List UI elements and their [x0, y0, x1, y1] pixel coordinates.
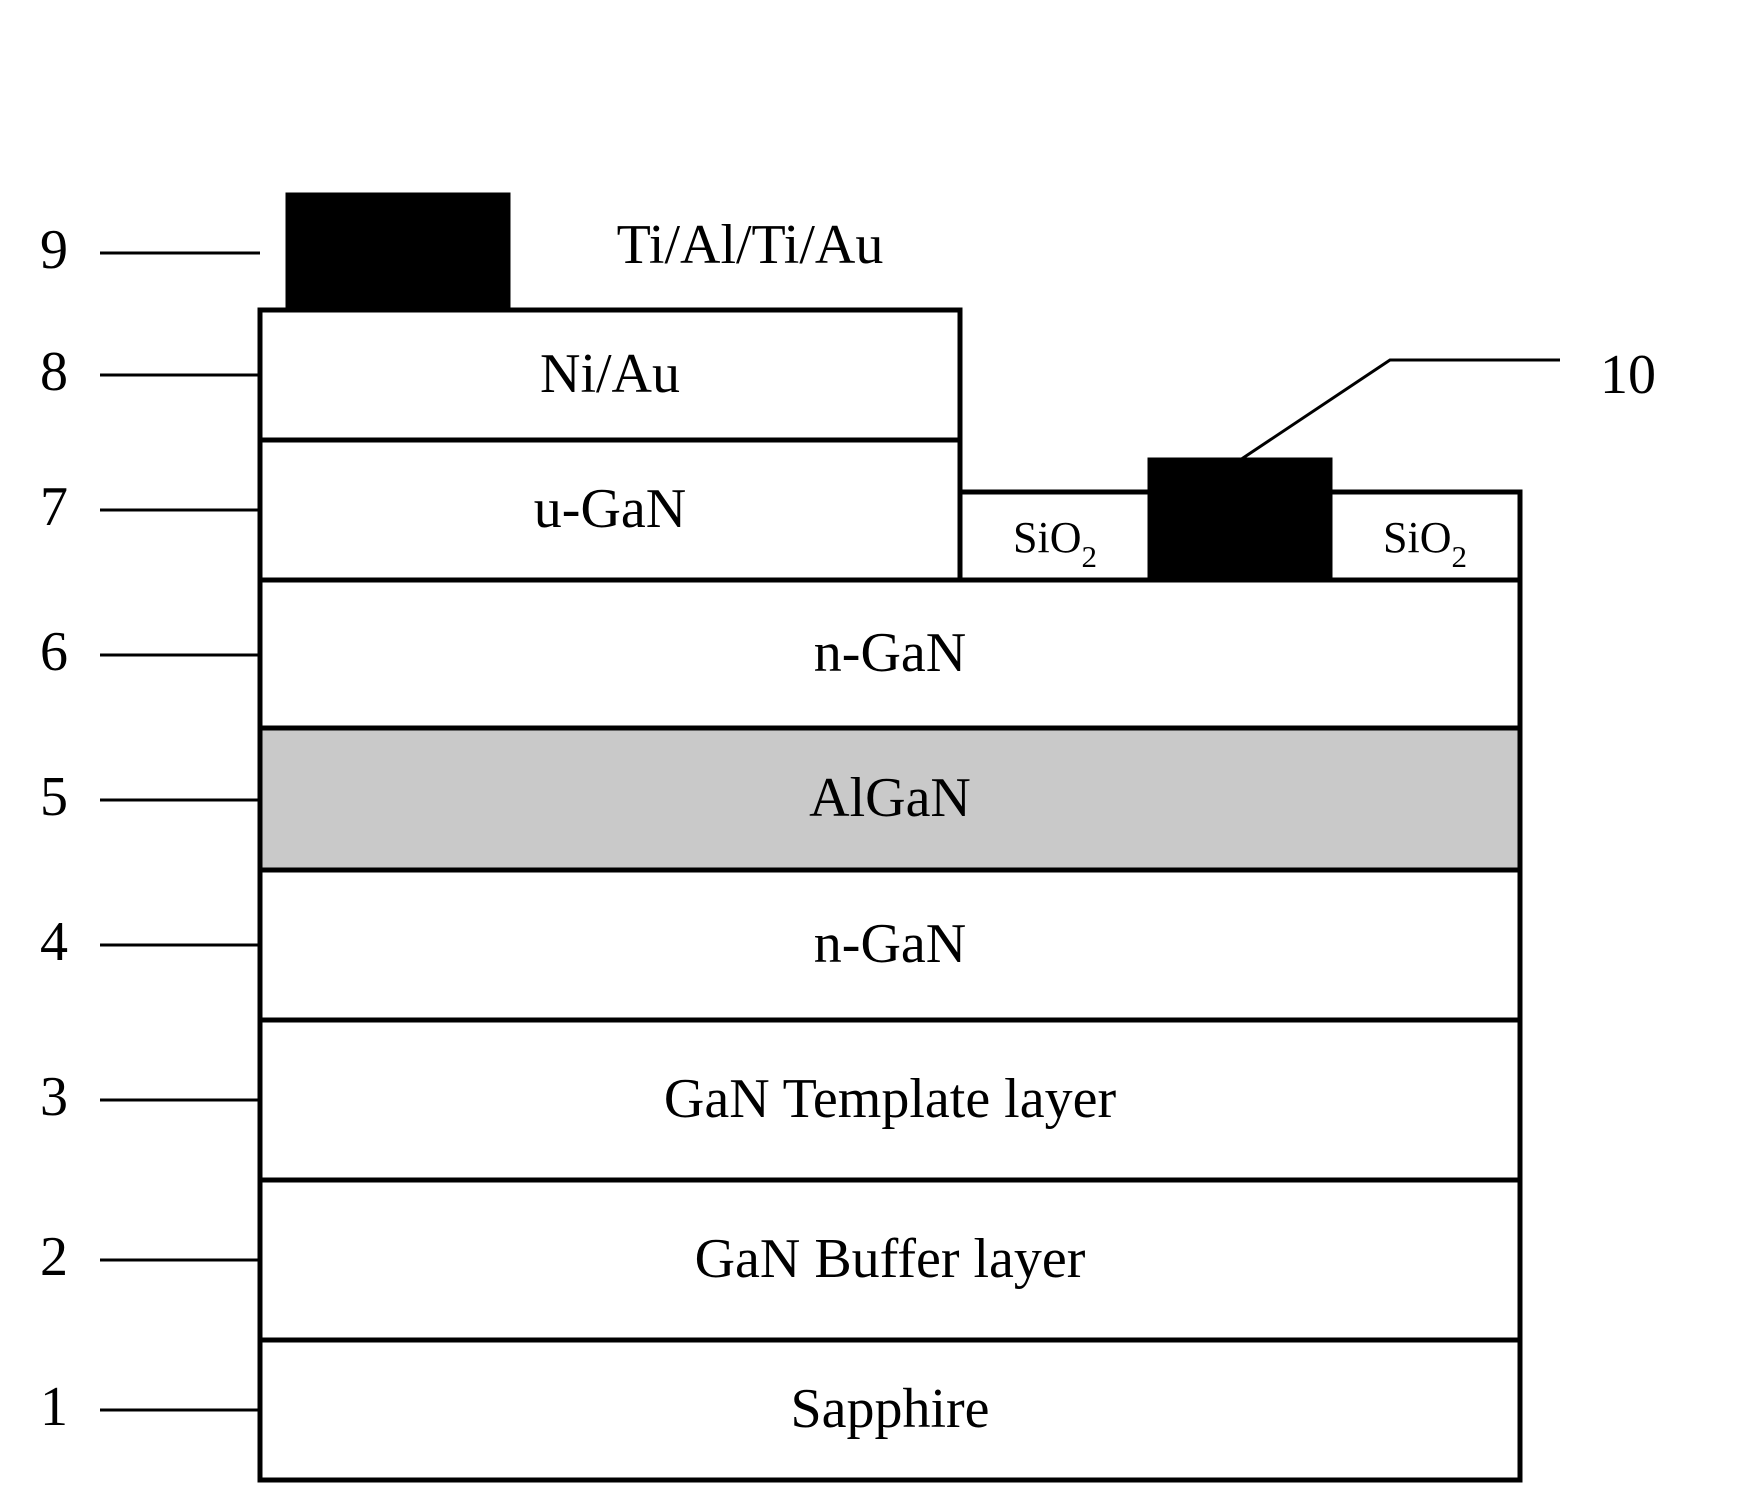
layer-label-niau: Ni/Au — [540, 343, 680, 405]
number-label-1: 1 — [40, 1376, 68, 1438]
layer-label-ugan: u-GaN — [534, 478, 686, 540]
electrode-top-label: Ti/Al/Ti/Au — [617, 214, 884, 276]
layer-label-ngan-upper: n-GaN — [814, 622, 966, 684]
number-label-9: 9 — [40, 219, 68, 281]
leader-line-10 — [1240, 360, 1560, 460]
number-label-6: 6 — [40, 621, 68, 683]
number-label-5: 5 — [40, 766, 68, 828]
layer-label-algan: AlGaN — [809, 767, 971, 829]
number-label-4: 4 — [40, 911, 68, 973]
number-label-7: 7 — [40, 476, 68, 538]
electrode-right — [1150, 460, 1330, 580]
layer-label-buffer: GaN Buffer layer — [695, 1228, 1086, 1290]
number-label-3: 3 — [40, 1066, 68, 1128]
layer-label-ngan-lower: n-GaN — [814, 913, 966, 975]
number-label-10: 10 — [1600, 344, 1656, 406]
layer-label-sapphire: Sapphire — [790, 1378, 989, 1440]
electrode-top — [288, 195, 508, 310]
number-label-8: 8 — [40, 341, 68, 403]
number-label-2: 2 — [40, 1226, 68, 1288]
layer-label-template: GaN Template layer — [664, 1068, 1117, 1130]
